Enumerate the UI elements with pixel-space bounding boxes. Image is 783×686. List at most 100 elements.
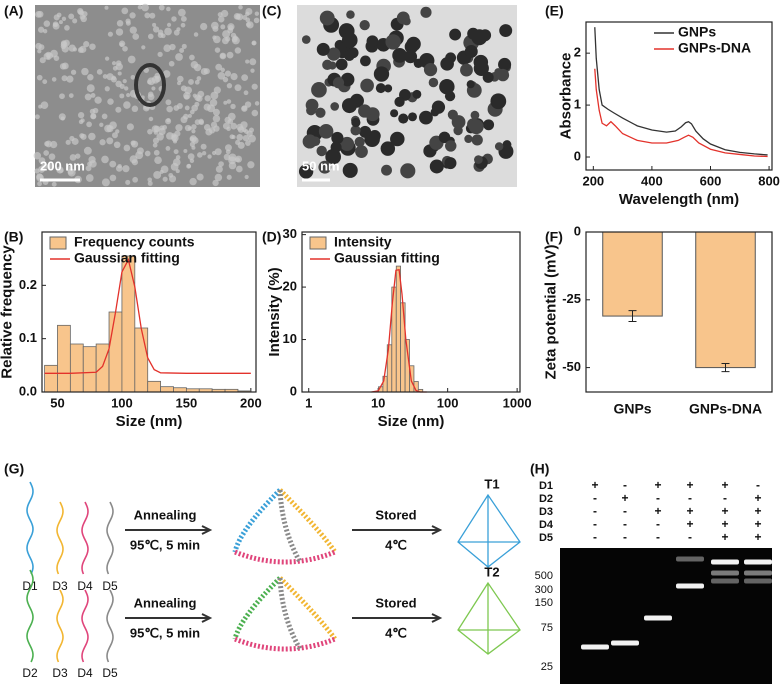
particle	[175, 124, 183, 132]
dna-strand	[81, 501, 89, 575]
line	[594, 27, 768, 156]
particle	[113, 141, 121, 149]
particle	[99, 122, 104, 127]
particle	[163, 44, 171, 52]
gel-row-label: D2	[539, 493, 553, 505]
particle	[236, 133, 244, 141]
gel-sign: -	[623, 530, 627, 544]
y-tick-label: -50	[562, 359, 581, 374]
strand-label: D3	[52, 579, 68, 593]
particle	[194, 94, 201, 101]
particle	[408, 112, 417, 122]
legend-label: Frequency counts	[74, 234, 195, 250]
particle	[351, 117, 361, 128]
particle	[36, 74, 43, 81]
particle	[490, 93, 507, 110]
assembled-strand	[234, 549, 336, 565]
x-tick-label: 100	[437, 395, 459, 410]
particle	[104, 5, 109, 10]
legend-label: Gaussian fitting	[334, 250, 440, 266]
gel-sign: -	[656, 517, 660, 531]
particle	[180, 15, 187, 22]
particle	[115, 165, 123, 172]
particle	[89, 160, 97, 168]
particle	[211, 150, 217, 156]
particle	[177, 8, 186, 17]
particle	[115, 28, 124, 36]
particle	[193, 32, 199, 37]
particle	[104, 86, 110, 92]
particle	[127, 55, 136, 64]
particle	[301, 35, 311, 44]
y-axis-label: Absorbance	[557, 53, 574, 140]
strand-label: D5	[102, 666, 118, 680]
particle	[123, 86, 129, 91]
step-label: Stored	[375, 595, 416, 610]
particle	[419, 110, 433, 125]
particle	[64, 25, 70, 31]
gel-band	[711, 578, 739, 584]
particle	[48, 153, 56, 161]
gel-band	[581, 644, 609, 650]
particle	[242, 127, 247, 133]
particle	[157, 32, 164, 39]
gel-band	[611, 640, 639, 646]
particle	[319, 10, 335, 26]
particle	[162, 176, 168, 182]
panel-label: (H)	[530, 461, 549, 477]
particle	[152, 137, 159, 144]
legend-swatch	[49, 236, 67, 250]
histogram-bar	[95, 343, 110, 393]
step-condition: 95℃, 5 min	[130, 625, 200, 640]
dna-strand	[106, 589, 114, 663]
particle	[38, 104, 43, 109]
x-tick-label: 1	[305, 395, 312, 410]
particle	[231, 134, 236, 139]
particle	[153, 130, 159, 135]
particle	[222, 30, 231, 39]
particle	[77, 47, 84, 53]
particle	[147, 91, 154, 98]
particle	[226, 174, 232, 180]
particle	[59, 63, 67, 70]
line	[594, 68, 768, 158]
particle	[154, 156, 162, 165]
particle	[360, 55, 371, 67]
particle	[126, 123, 134, 131]
particle	[135, 151, 144, 160]
particle	[503, 147, 512, 157]
legend-label: Gaussian fitting	[74, 250, 180, 266]
y-tick-label: 1	[574, 97, 581, 112]
gel-row-label: D4	[539, 519, 554, 531]
ladder-label: 150	[535, 597, 553, 609]
particle	[188, 79, 194, 85]
particle	[173, 105, 180, 111]
gel-sign: +	[754, 491, 761, 505]
gel-sign: -	[593, 504, 597, 518]
particle	[116, 20, 124, 27]
particle	[45, 51, 52, 58]
x-tick-label: 150	[176, 395, 198, 410]
y-tick-label: 0	[290, 383, 297, 398]
strand-label: D2	[22, 666, 38, 680]
tetrahedron	[457, 581, 521, 655]
particle	[69, 135, 75, 142]
panel-label: (F)	[545, 229, 563, 245]
particle	[147, 128, 153, 135]
particle	[230, 122, 238, 130]
x-axis-label: Wavelength (nm)	[619, 191, 739, 208]
gel-sign: +	[654, 478, 661, 492]
gel-sign: +	[721, 504, 728, 518]
particle	[89, 43, 96, 50]
particle	[144, 12, 151, 19]
particle	[221, 37, 229, 45]
particle	[152, 142, 158, 148]
histogram-bar	[82, 346, 97, 393]
gel-band	[744, 559, 772, 565]
gel-sign: -	[593, 530, 597, 544]
gel-band	[711, 559, 739, 565]
particle	[251, 109, 259, 117]
particle	[166, 22, 172, 27]
particle	[92, 107, 99, 114]
ladder-label: 300	[535, 584, 553, 596]
